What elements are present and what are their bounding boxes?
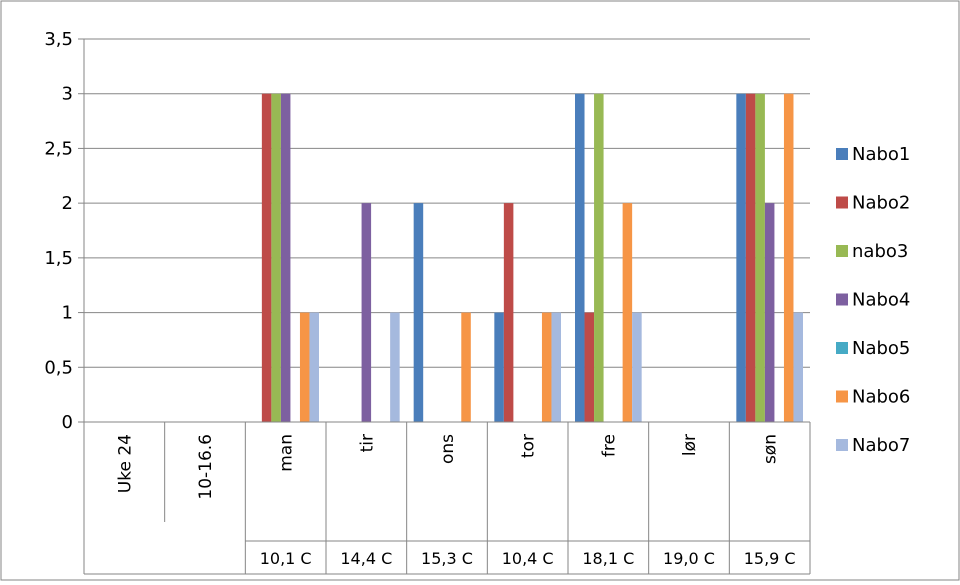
gridlines	[84, 38, 810, 368]
category-labels: Uke 24 10-16.6 man 10,1 C tir 14,4 C ons 15,3 C…	[115, 434, 795, 568]
bar-nabo6-4	[461, 312, 471, 422]
legend-swatch	[836, 439, 848, 451]
bar-nabo1-8	[736, 93, 746, 422]
y-tick-label: 1,5	[44, 248, 73, 269]
legend-swatch	[836, 196, 848, 209]
bar-nabo2-5	[503, 203, 514, 422]
bar-nabo6-8	[783, 93, 794, 422]
legend-swatch	[836, 148, 848, 160]
category-label: ons	[438, 434, 458, 464]
category-label: tir	[357, 434, 377, 452]
legend-label: Nabo2	[852, 193, 910, 214]
y-tick-label: 3,5	[44, 29, 73, 50]
bar-nabo2-8	[745, 93, 756, 422]
bar-nabo3-2	[271, 93, 281, 422]
legend-swatch	[836, 342, 848, 354]
bar-nabo3-6	[594, 93, 604, 422]
bar-nabo7-3	[390, 312, 400, 422]
bar-nabo6-5	[541, 312, 552, 422]
legend-label: Nabo4	[852, 290, 910, 311]
y-tick-label: 2,5	[44, 138, 73, 159]
y-tick-label: 2	[62, 193, 73, 214]
bar-nabo1-4	[413, 203, 424, 422]
category-label: 10-16.6	[196, 434, 216, 500]
bars	[261, 93, 803, 422]
legend-swatch	[836, 390, 848, 403]
bar-nabo2-2	[261, 93, 272, 422]
bar-nabo1-5	[494, 312, 504, 422]
temperature-label: 10,4 C	[502, 549, 554, 568]
bar-nabo6-6	[622, 203, 633, 422]
category-label: søn	[761, 434, 781, 464]
y-tick-label: 3	[62, 84, 73, 105]
legend: Nabo1 Nabo2 nabo3 Nabo4 Nabo5 Nabo6 Nabo7	[836, 144, 910, 456]
temperature-label: 10,1 C	[260, 549, 312, 568]
bar-nabo7-5	[551, 312, 561, 422]
bar-nabo7-8	[793, 312, 803, 422]
y-tick-labels: 0 0,5 1 1,5 2 2,5 3 3,5	[44, 29, 73, 433]
temperature-label: 19,0 C	[663, 549, 715, 568]
bar-nabo6-2	[299, 312, 310, 422]
bar-nabo4-3	[361, 203, 372, 422]
bar-nabo3-8	[755, 93, 765, 422]
bar-nabo4-2	[280, 93, 291, 422]
axes	[78, 38, 811, 575]
category-label: lør	[680, 434, 700, 456]
legend-swatch	[836, 245, 848, 257]
bar-nabo2-6	[584, 312, 595, 422]
category-label: tor	[519, 434, 539, 458]
y-tick-label: 0	[62, 412, 73, 433]
temperature-label: 18,1 C	[582, 549, 634, 568]
y-tick-label: 0,5	[44, 357, 73, 378]
category-label: fre	[599, 434, 619, 457]
bar-nabo4-8	[764, 203, 775, 422]
y-tick-label: 1	[62, 303, 73, 324]
legend-label: Nabo7	[852, 435, 910, 456]
temperature-label: 15,9 C	[744, 549, 796, 568]
bar-nabo1-6	[575, 93, 585, 422]
legend-label: nabo3	[852, 241, 908, 262]
bar-nabo7-2	[309, 312, 319, 422]
temperature-label: 15,3 C	[421, 549, 473, 568]
legend-label: Nabo6	[852, 387, 910, 408]
bar-nabo7-6	[632, 312, 642, 422]
category-label: Uke 24	[115, 434, 135, 493]
temperature-label: 14,4 C	[340, 549, 392, 568]
legend-swatch	[836, 293, 848, 306]
legend-label: Nabo5	[852, 338, 910, 359]
category-label: man	[277, 434, 297, 472]
legend-label: Nabo1	[852, 144, 910, 165]
